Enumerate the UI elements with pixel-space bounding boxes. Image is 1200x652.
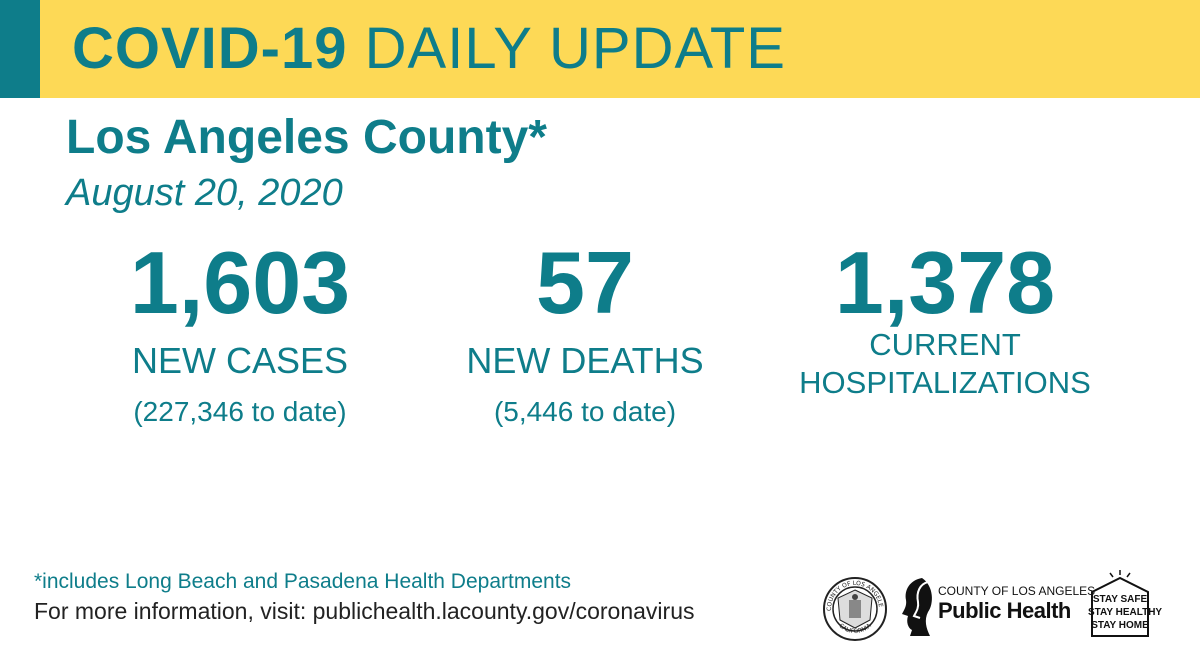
total-deaths-to-date: (5,446 to date) — [493, 396, 677, 427]
hospitalizations-label-line2: HOSPITALIZATIONS — [799, 365, 1091, 400]
new-deaths-number: 57 — [536, 233, 634, 332]
new-cases-label: NEW CASES — [131, 340, 349, 381]
hospitalizations-number: 1,378 — [834, 233, 1056, 332]
page-title: COVID-19 DAILY UPDATE — [72, 10, 786, 88]
new-deaths-label: NEW DEATHS — [466, 340, 704, 381]
new-cases-number: 1,603 — [129, 233, 351, 332]
stay-safe-badge: STAY SAFE STAY HEALTHY STAY HOME — [1088, 568, 1163, 638]
title-light: DAILY UPDATE — [364, 16, 786, 81]
stay-safe-line3: STAY HOME — [1091, 620, 1149, 631]
more-info-link[interactable]: For more information, visit: publichealt… — [34, 598, 695, 624]
stay-safe-line1: STAY SAFE — [1092, 594, 1148, 605]
house-outline-icon — [1091, 570, 1149, 637]
county-seal-icon: COUNTY OF LOS ANGELES CALIFORNIA — [822, 576, 887, 641]
banner-accent-stripe — [0, 0, 40, 98]
public-health-profile-icon — [902, 578, 932, 636]
public-health-org-line: COUNTY OF LOS ANGELES — [938, 584, 1096, 598]
public-health-name: Public Health — [938, 598, 1071, 623]
stay-safe-line2: STAY HEALTHY — [1088, 607, 1163, 618]
report-date: August 20, 2020 — [66, 172, 343, 214]
total-cases-to-date: (227,346 to date) — [133, 396, 347, 427]
hospitalizations-label-line1: CURRENT — [869, 327, 1021, 362]
title-bold: COVID-19 — [72, 16, 348, 81]
county-heading: Los Angeles County* — [66, 111, 547, 164]
footnote: *includes Long Beach and Pasadena Health… — [34, 570, 572, 593]
header-banner: COVID-19 DAILY UPDATE — [0, 0, 1200, 98]
